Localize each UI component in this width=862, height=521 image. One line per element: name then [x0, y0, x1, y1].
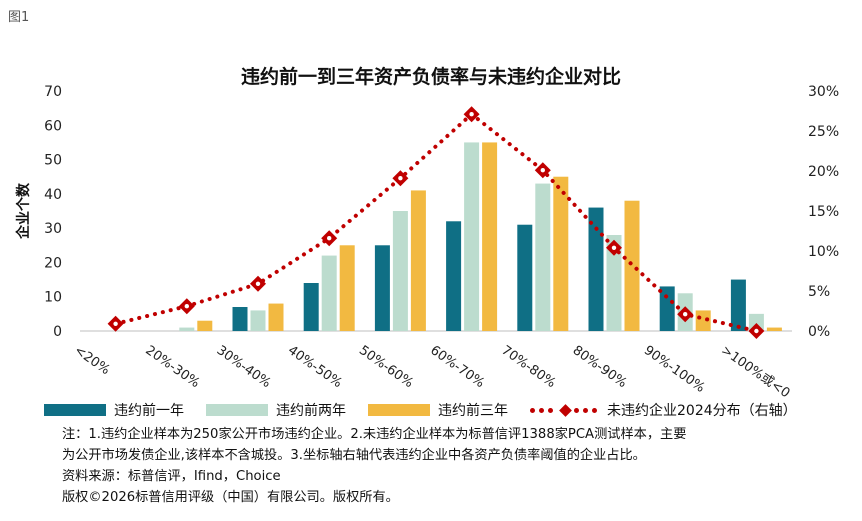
- source-line: 资料来源：标普信评，Ifind，Choice: [62, 469, 281, 484]
- y2-tick-label: 5%: [808, 284, 830, 300]
- bar-2-3: [321, 255, 337, 331]
- bar-1-8: [659, 286, 675, 331]
- bar-3-7: [624, 200, 640, 331]
- chart-canvas: 0 10 20 30 40 50 60 70 0% 5% 10% 15% 20% 25% 30% 企业个数 <2…: [15, 84, 839, 400]
- x-tick-label: 50%-60%: [356, 343, 416, 391]
- marker-dot: [683, 312, 688, 317]
- bar-2-4: [392, 211, 408, 331]
- legend-swatch-year3: [368, 404, 430, 416]
- y2-tick-label: 30%: [808, 84, 839, 100]
- bar-2-1: [179, 327, 195, 331]
- y-axis-label: 企业个数: [15, 182, 32, 240]
- marker-dot: [398, 176, 403, 181]
- x-tick-label: 30%-40%: [214, 343, 274, 391]
- x-tick-label: 70%-80%: [499, 343, 559, 391]
- y2-tick-label: 10%: [808, 244, 839, 260]
- bar-3-1: [197, 320, 213, 331]
- nondefault-point-6: [534, 162, 551, 179]
- x-tick-label: 20%-30%: [143, 343, 203, 391]
- chart-title: 违约前一到三年资产负债率与未违约企业对比: [240, 66, 621, 88]
- x-tick-label: 80%-90%: [570, 343, 630, 391]
- nondefault-point-5: [463, 106, 480, 123]
- legend-label-nondefault: 未违约企业2024分布（右轴）: [607, 403, 797, 419]
- legend-swatch-year2: [206, 404, 268, 416]
- legend-dotted-line-icon: [530, 403, 601, 417]
- y-tick-label: 20: [44, 255, 62, 271]
- nondefault-point-4: [392, 170, 409, 187]
- y-tick-label: 50: [44, 153, 62, 169]
- x-tick-label: <20%: [71, 343, 112, 378]
- bar-3-6: [553, 176, 569, 331]
- note-line-2: 为公开市场发债企业,该样本不含城投。3.坐标轴右轴代表违约企业中各资产负债率阈值…: [62, 448, 646, 463]
- bar-1-3: [303, 283, 319, 331]
- legend-label-year3: 违约前三年: [438, 403, 508, 419]
- marker-dot: [255, 281, 261, 286]
- marker-dot: [327, 236, 332, 241]
- nondefault-point-2: [250, 275, 266, 292]
- y-tick-label: 40: [44, 187, 62, 203]
- y-tick-label: 10: [44, 290, 62, 306]
- marker-dot: [540, 168, 545, 173]
- nondefault-point-1: [178, 298, 195, 315]
- bar-3-3: [339, 245, 355, 331]
- bar-3-5: [482, 142, 498, 331]
- bar-1-2: [232, 307, 248, 331]
- x-tick-label: 60%-70%: [427, 343, 487, 391]
- chart-legend: 违约前一年 违约前两年 违约前三年 未违约企业2024分布（右轴）: [44, 400, 819, 420]
- marker-dot: [754, 328, 759, 334]
- y-tick-label: 0: [53, 324, 62, 340]
- bar-1-6: [517, 224, 533, 331]
- y2-tick-label: 20%: [808, 164, 839, 180]
- bar-2-6: [535, 183, 551, 331]
- y-tick-label: 60: [44, 118, 62, 134]
- nondefault-point-8: [677, 306, 694, 323]
- bar-1-7: [588, 207, 604, 331]
- marker-dot: [113, 321, 118, 326]
- legend-item-year3: 违约前三年: [368, 400, 508, 420]
- y2-tick-label: 15%: [808, 204, 839, 220]
- bar-2-2: [250, 310, 266, 331]
- bar-1-9: [730, 279, 746, 331]
- nondefault-point-3: [321, 230, 338, 247]
- legend-swatch-year1: [44, 404, 106, 416]
- bar-3-2: [268, 303, 284, 331]
- legend-item-nondefault: 未违约企业2024分布（右轴）: [530, 400, 797, 420]
- nondefault-point-9: [748, 323, 765, 339]
- bar-3-4: [410, 190, 426, 331]
- y-tick-label: 30: [44, 221, 62, 237]
- marker-dot: [611, 245, 617, 250]
- notes-block: 注：1.违约企业样本为250家公开市场违约企业。2.未违约企业样本为标普信评13…: [62, 424, 852, 508]
- marker-dot: [184, 304, 189, 309]
- legend-label-year2: 违约前两年: [276, 403, 346, 419]
- bar-2-5: [464, 142, 480, 331]
- marker-dot: [469, 112, 474, 117]
- nondefault-dotted-line: [113, 111, 759, 333]
- bar-1-4: [374, 245, 390, 331]
- x-tick-label: 40%-50%: [285, 343, 345, 391]
- note-line-1: 注：1.违约企业样本为250家公开市场违约企业。2.未违约企业样本为标普信评13…: [62, 427, 687, 442]
- nondefault-point-7: [606, 239, 622, 256]
- nondefault-point-0: [107, 315, 124, 332]
- figure-label: 图1: [8, 10, 30, 25]
- x-tick-label: 90%-100%: [641, 343, 708, 396]
- legend-item-year1: 违约前一年: [44, 400, 184, 420]
- bar-1-5: [446, 221, 462, 331]
- legend-label-year1: 违约前一年: [114, 403, 184, 419]
- y2-tick-label: 25%: [808, 124, 839, 140]
- copyright-line: 版权©2026标普信用评级（中国）有限公司。版权所有。: [62, 490, 399, 505]
- bar-2-7: [606, 235, 622, 331]
- x-tick-label: >100%或<0: [718, 343, 792, 400]
- bar-3-9: [766, 327, 782, 331]
- y2-tick-label: 0%: [808, 324, 830, 340]
- legend-item-year2: 违约前两年: [206, 400, 346, 420]
- bar-2-9: [748, 313, 764, 331]
- y-tick-label: 70: [44, 84, 62, 100]
